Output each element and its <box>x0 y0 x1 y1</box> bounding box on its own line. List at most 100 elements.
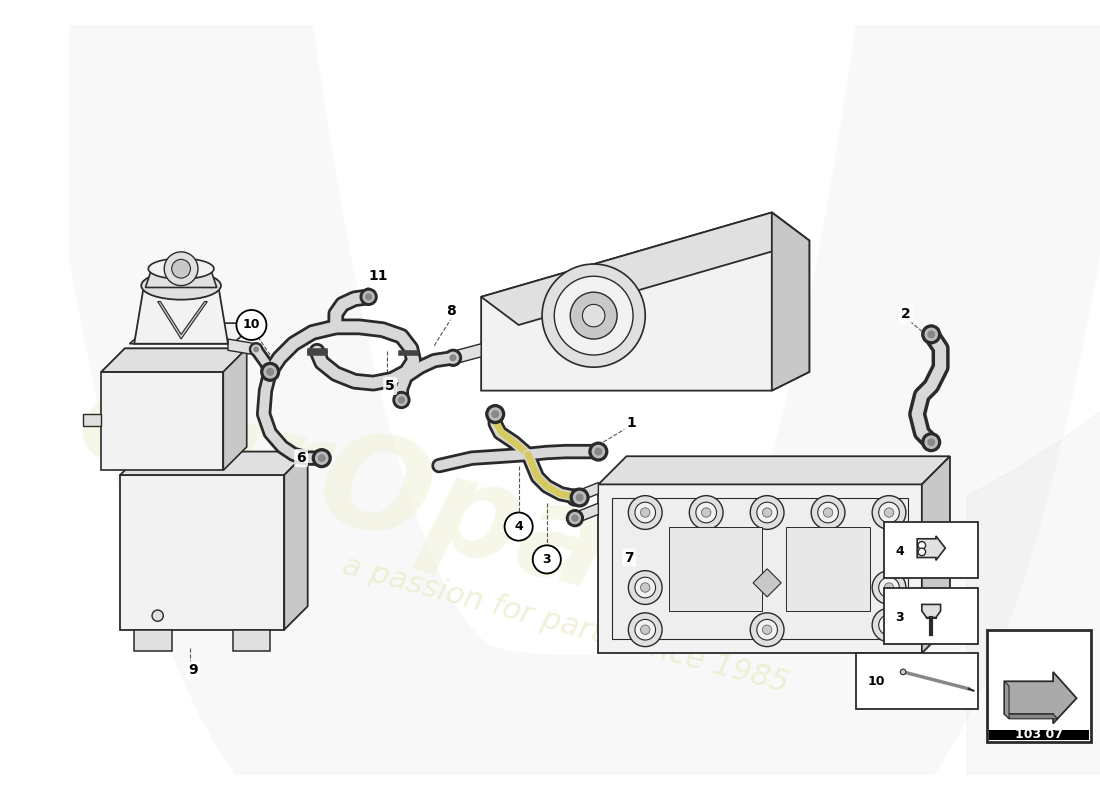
Circle shape <box>690 496 723 530</box>
Polygon shape <box>481 213 810 390</box>
Circle shape <box>635 578 656 598</box>
Polygon shape <box>157 302 207 339</box>
Circle shape <box>595 448 602 455</box>
Text: 6: 6 <box>296 451 306 465</box>
Circle shape <box>582 304 605 327</box>
Circle shape <box>872 570 906 605</box>
Text: 8: 8 <box>447 304 456 318</box>
Circle shape <box>628 570 662 605</box>
Circle shape <box>628 496 662 530</box>
Circle shape <box>492 410 498 418</box>
Polygon shape <box>233 630 271 651</box>
Circle shape <box>884 583 893 592</box>
Circle shape <box>925 328 937 341</box>
Circle shape <box>490 408 502 420</box>
Circle shape <box>254 347 258 352</box>
Circle shape <box>879 502 900 523</box>
Circle shape <box>640 625 650 634</box>
Circle shape <box>363 291 374 302</box>
Circle shape <box>762 625 772 634</box>
Polygon shape <box>120 451 308 475</box>
Circle shape <box>505 513 532 541</box>
Circle shape <box>872 608 906 642</box>
Circle shape <box>872 496 906 530</box>
Circle shape <box>486 405 505 423</box>
Circle shape <box>922 325 940 344</box>
Text: 1: 1 <box>626 417 636 430</box>
Circle shape <box>918 548 925 556</box>
Bar <box>884 522 978 578</box>
Polygon shape <box>82 414 101 426</box>
Circle shape <box>588 442 607 461</box>
Polygon shape <box>922 605 940 618</box>
Polygon shape <box>101 372 223 470</box>
Circle shape <box>635 619 656 640</box>
Circle shape <box>236 310 266 340</box>
Circle shape <box>884 508 893 518</box>
Circle shape <box>396 394 407 406</box>
Polygon shape <box>922 456 950 653</box>
Polygon shape <box>120 475 284 630</box>
Circle shape <box>696 502 716 523</box>
Polygon shape <box>481 213 810 325</box>
Circle shape <box>164 252 198 286</box>
Circle shape <box>635 502 656 523</box>
Text: 5: 5 <box>385 379 395 393</box>
Polygon shape <box>1004 682 1009 719</box>
Polygon shape <box>134 287 228 344</box>
Text: 4: 4 <box>515 520 522 533</box>
Text: 3: 3 <box>895 611 904 624</box>
Circle shape <box>570 488 589 507</box>
Circle shape <box>152 610 163 622</box>
Polygon shape <box>130 323 256 344</box>
Polygon shape <box>101 349 246 372</box>
Text: 10: 10 <box>868 674 886 688</box>
Circle shape <box>702 508 711 518</box>
Circle shape <box>572 494 578 501</box>
Polygon shape <box>223 349 246 470</box>
Circle shape <box>393 391 410 409</box>
Circle shape <box>312 449 331 467</box>
Circle shape <box>811 496 845 530</box>
Circle shape <box>566 489 583 506</box>
Ellipse shape <box>141 271 221 300</box>
Polygon shape <box>613 498 908 639</box>
Polygon shape <box>453 344 481 364</box>
Polygon shape <box>598 456 950 484</box>
Circle shape <box>928 439 935 446</box>
Circle shape <box>554 276 632 355</box>
Polygon shape <box>145 270 217 287</box>
Circle shape <box>448 352 459 363</box>
Text: 2: 2 <box>901 306 911 321</box>
Text: eurOparts: eurOparts <box>64 354 823 671</box>
Text: 7: 7 <box>625 550 634 565</box>
Text: 3: 3 <box>542 553 551 566</box>
Circle shape <box>267 369 274 375</box>
Polygon shape <box>575 482 598 503</box>
Circle shape <box>261 362 279 382</box>
Text: 10: 10 <box>243 318 261 331</box>
Polygon shape <box>575 503 598 524</box>
Text: 11: 11 <box>368 270 387 283</box>
Circle shape <box>900 669 906 674</box>
Circle shape <box>918 542 925 549</box>
Ellipse shape <box>148 258 213 279</box>
Circle shape <box>360 289 377 306</box>
Bar <box>989 730 1089 740</box>
Circle shape <box>365 294 372 300</box>
Text: a passion for parts since 1985: a passion for parts since 1985 <box>339 551 792 698</box>
Polygon shape <box>228 339 256 355</box>
Bar <box>669 526 762 611</box>
Circle shape <box>750 496 784 530</box>
Circle shape <box>573 491 585 504</box>
Circle shape <box>750 613 784 646</box>
Circle shape <box>628 613 662 646</box>
Circle shape <box>250 343 263 356</box>
Circle shape <box>817 502 838 523</box>
Circle shape <box>316 452 328 464</box>
Polygon shape <box>598 484 922 653</box>
Circle shape <box>444 350 462 366</box>
Text: 103 07: 103 07 <box>1015 728 1063 742</box>
Circle shape <box>264 366 276 378</box>
Circle shape <box>398 397 405 403</box>
